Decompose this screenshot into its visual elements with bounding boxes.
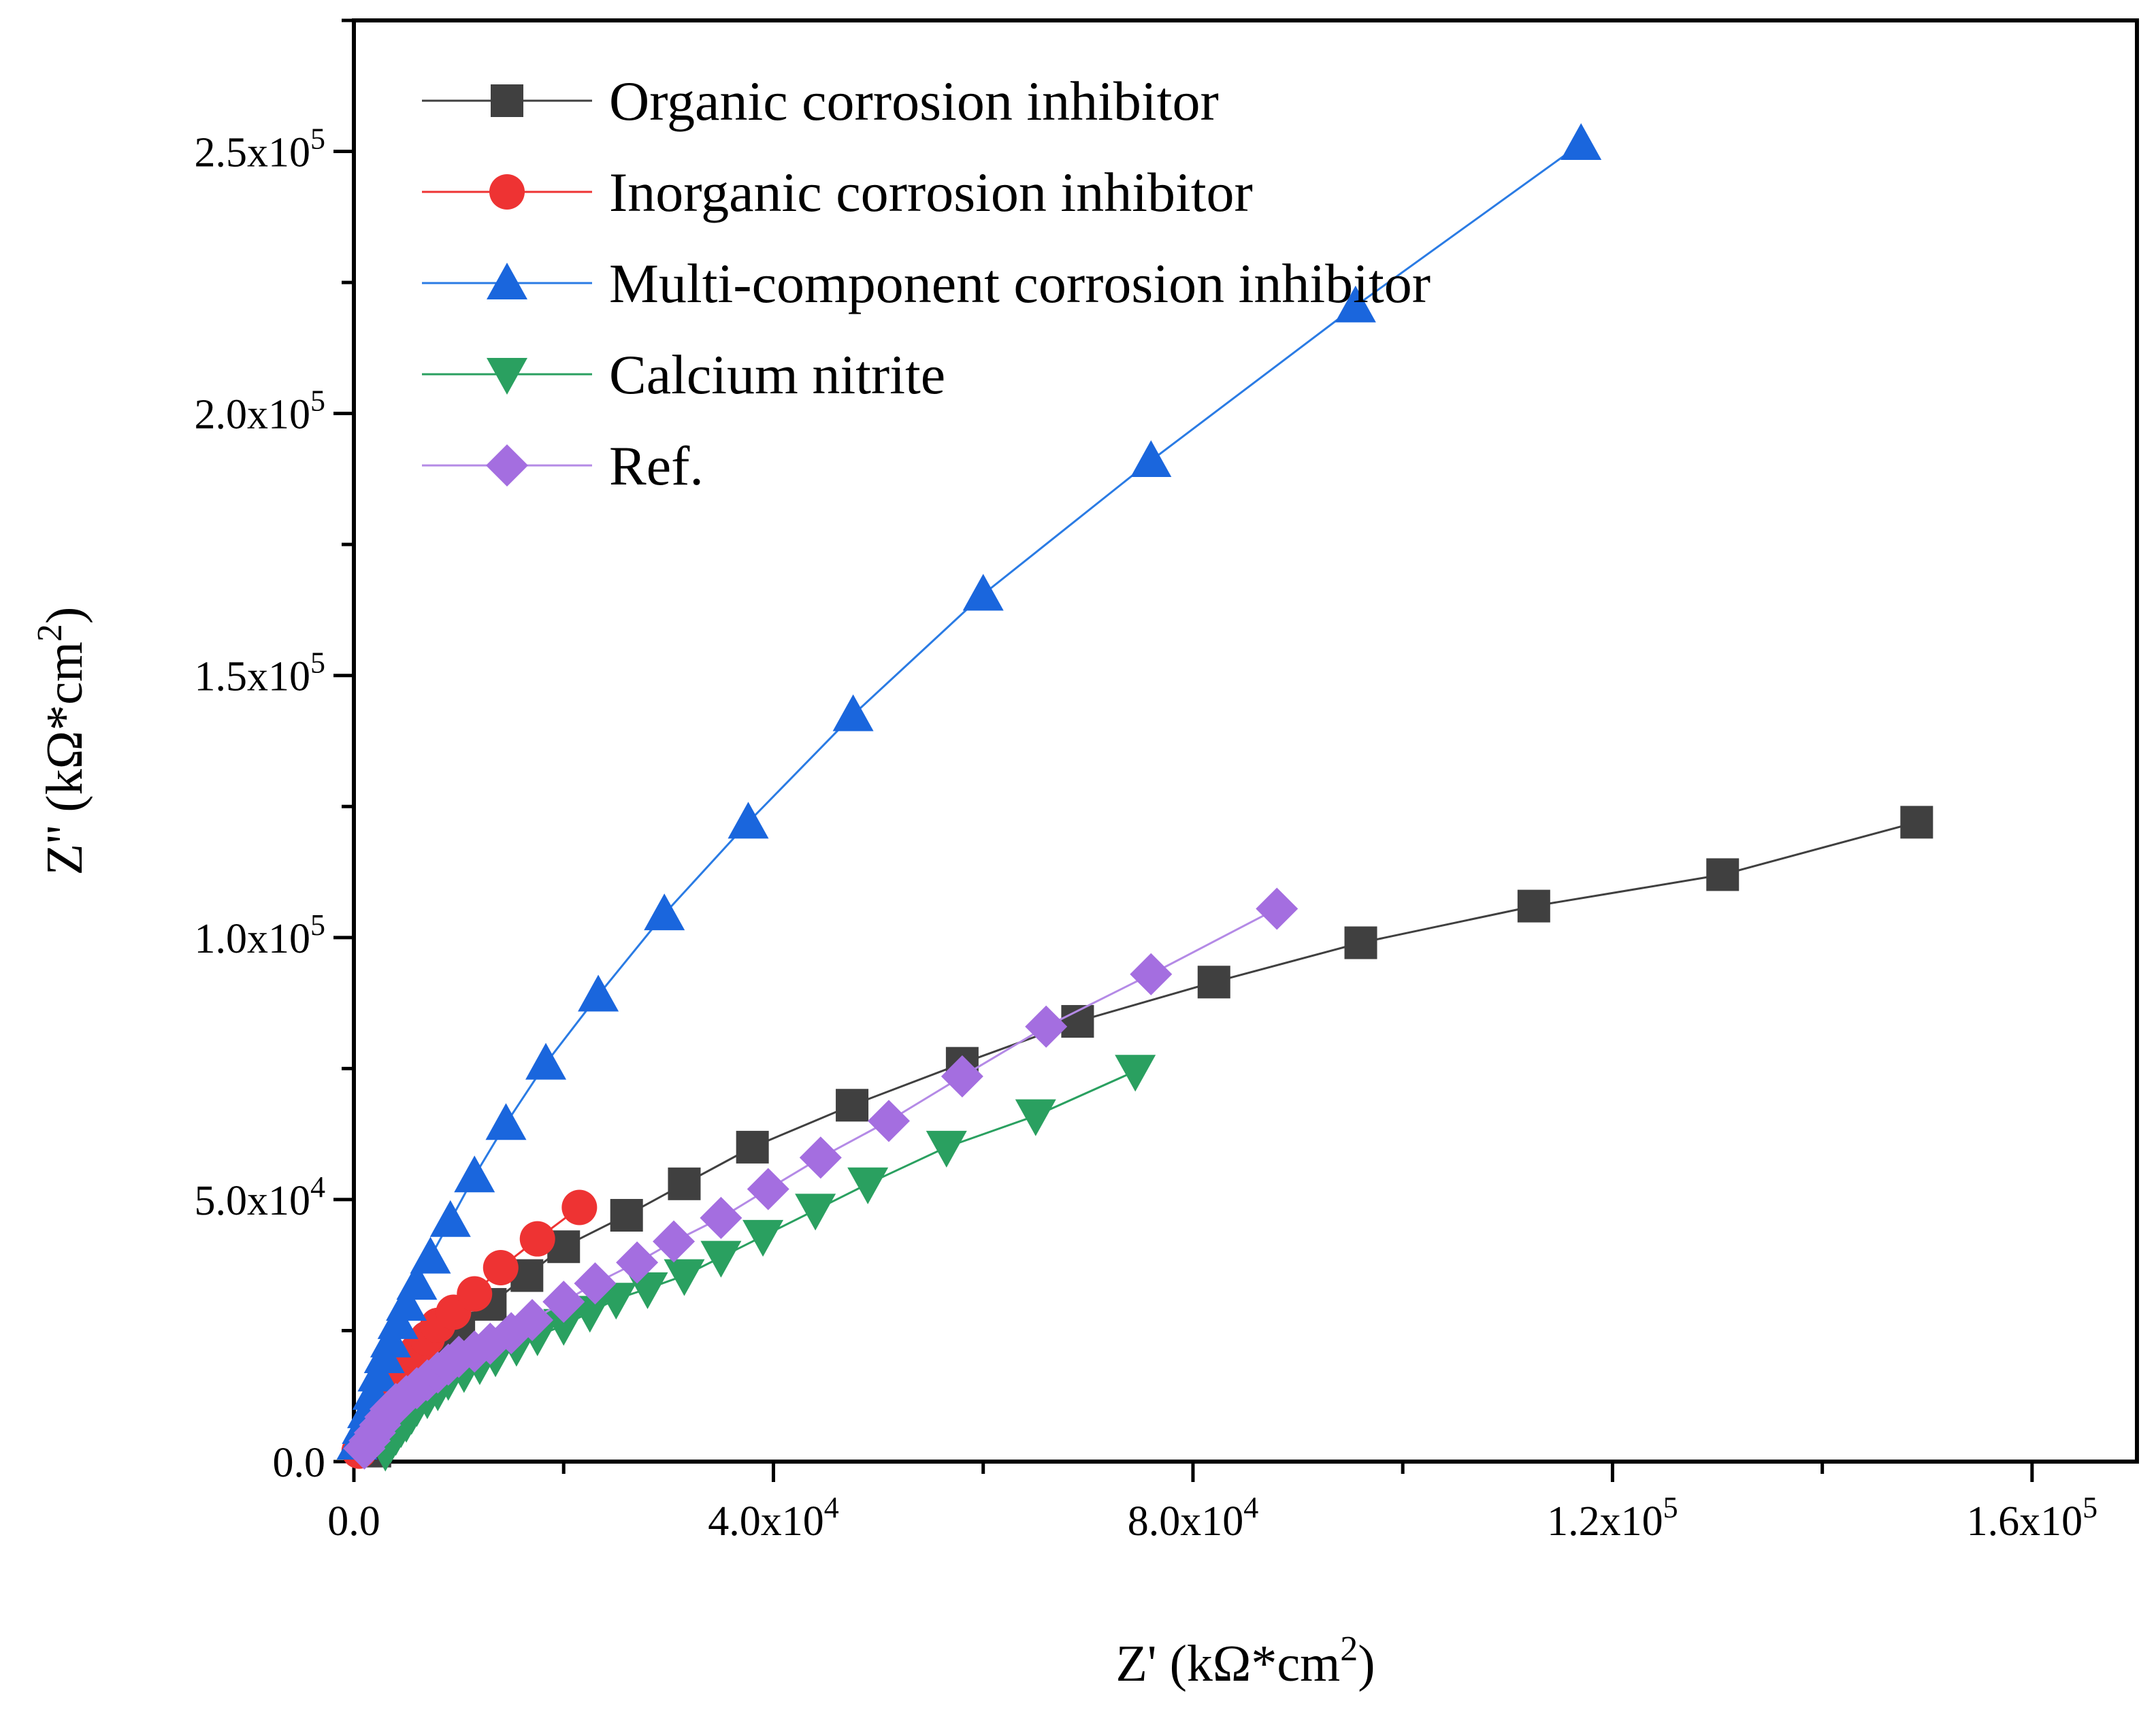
data-point <box>962 574 1004 611</box>
plot-frame <box>352 18 2139 1464</box>
legend-label: Organic corrosion inhibitor <box>609 70 1219 132</box>
legend-marker <box>487 358 527 395</box>
data-point <box>668 1167 701 1200</box>
data-point <box>644 893 685 931</box>
data-point <box>1517 889 1550 923</box>
data-point <box>1015 1099 1056 1136</box>
legend-marker <box>487 263 527 299</box>
data-point <box>742 1219 784 1257</box>
data-point <box>410 1236 451 1274</box>
legend-item: Multi-component corrosion inhibitor <box>422 252 1431 314</box>
data-point <box>429 1200 471 1237</box>
y-tick-label: 1.5x105 <box>195 646 326 700</box>
legend-label: Inorganic corrosion inhibitor <box>609 161 1253 223</box>
data-point <box>832 694 874 731</box>
data-point <box>1130 953 1173 995</box>
data-point <box>836 1089 869 1122</box>
data-point <box>574 1262 617 1305</box>
legend-item: Inorganic corrosion inhibitor <box>422 161 1253 223</box>
y-tick-label: 0.0 <box>273 1440 326 1486</box>
legend-label: Ref. <box>609 435 704 497</box>
legend-label: Calcium nitrite <box>609 344 945 406</box>
legend-marker <box>489 174 525 210</box>
data-point <box>1115 1055 1156 1092</box>
y-tick-label: 5.0x104 <box>195 1170 326 1224</box>
legend-marker <box>491 84 523 117</box>
data-point <box>728 802 769 839</box>
data-point <box>1561 122 1602 160</box>
data-point <box>386 1283 427 1321</box>
data-point <box>795 1194 836 1231</box>
legend-label: Multi-component corrosion inhibitor <box>609 252 1431 314</box>
data-point <box>483 1250 519 1286</box>
series-2 <box>336 122 1602 1460</box>
data-point <box>616 1241 659 1284</box>
data-point <box>1130 440 1172 477</box>
data-point <box>868 1100 910 1142</box>
x-tick-label: 1.2x105 <box>1547 1491 1678 1545</box>
data-point <box>561 1189 598 1225</box>
data-point <box>700 1240 742 1278</box>
data-point <box>1256 887 1298 930</box>
legend-item: Organic corrosion inhibitor <box>422 70 1219 132</box>
data-point <box>525 1042 567 1080</box>
series-0 <box>358 806 1933 1468</box>
series-3 <box>365 1055 1156 1472</box>
data-point <box>1706 858 1740 891</box>
data-point <box>543 1308 585 1346</box>
data-point <box>941 1055 983 1098</box>
data-point <box>485 1103 527 1140</box>
data-point <box>664 1259 705 1296</box>
data-point <box>1900 806 1933 839</box>
data-point <box>1197 966 1230 999</box>
data-point <box>653 1220 696 1263</box>
data-point <box>799 1136 842 1179</box>
legend-item: Calcium nitrite <box>422 344 945 406</box>
data-point <box>1025 1005 1068 1048</box>
data-point <box>578 974 619 1012</box>
legend-item: Ref. <box>422 435 704 497</box>
x-tick-label: 1.6x105 <box>1967 1491 2098 1545</box>
series-4 <box>343 887 1298 1470</box>
data-point <box>736 1130 769 1164</box>
data-point <box>1335 285 1376 323</box>
x-tick-label: 0.0 <box>327 1498 380 1545</box>
y-axis-title: Z'' (kΩ*cm2) <box>31 607 93 876</box>
data-point <box>542 1281 585 1323</box>
data-point <box>457 1276 493 1312</box>
legend-marker <box>486 444 528 487</box>
legend: Organic corrosion inhibitor Inorganic cor… <box>422 70 1431 497</box>
data-point <box>519 1221 555 1257</box>
x-tick-label: 4.0x104 <box>708 1491 839 1545</box>
data-point <box>700 1196 742 1239</box>
x-tick-label: 8.0x104 <box>1128 1491 1259 1545</box>
data-point <box>396 1263 438 1300</box>
y-tick-label: 2.0x105 <box>195 384 326 438</box>
data-point <box>747 1168 789 1211</box>
y-tick-label: 1.0x105 <box>195 908 326 962</box>
data-point <box>1344 926 1377 959</box>
series-line <box>374 821 1917 1452</box>
data-point <box>511 1299 553 1342</box>
y-tick-label: 2.5x105 <box>195 122 326 176</box>
data-point <box>610 1199 643 1232</box>
x-axis-title: Z' (kΩ*cm2) <box>1115 1630 1375 1692</box>
data-point <box>926 1130 967 1168</box>
data-point <box>454 1155 495 1193</box>
data-point <box>847 1167 889 1204</box>
